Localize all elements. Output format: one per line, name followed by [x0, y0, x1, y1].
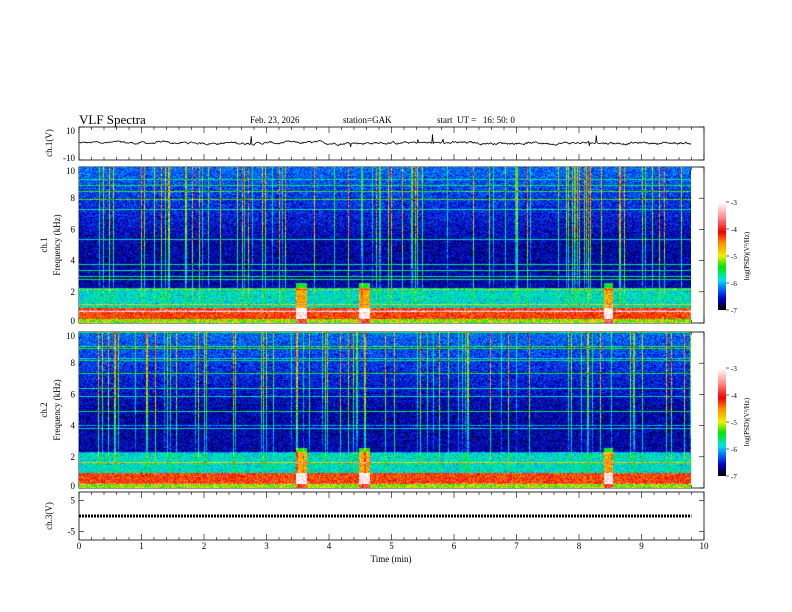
x-tick-label: 9	[639, 541, 644, 551]
colorbar1-label: log(PSD)(V²/Hz)	[743, 231, 751, 280]
ch2-spec-ylabel-1: ch.2	[39, 402, 49, 417]
date-label: Feb. 23, 2026	[250, 115, 300, 125]
x-tick-label: 6	[452, 541, 457, 551]
y-tick-label: 2	[71, 287, 76, 297]
ch3-ylabel: ch.3(V)	[44, 502, 54, 530]
y-tick-label: 5	[71, 495, 76, 505]
y-tick-label: 2	[71, 452, 76, 462]
y-tick-label: 0	[71, 316, 76, 326]
ch2-spectrogram	[79, 332, 691, 488]
station-label: station=GAK	[343, 115, 392, 125]
ch1-ylabel: ch.1(V)	[44, 129, 54, 157]
colorbar-tick-label: -3	[731, 199, 737, 207]
colorbar-tick-label: -5	[731, 253, 737, 261]
y-tick-label: 10	[66, 331, 76, 341]
y-tick-label: 4	[71, 421, 76, 431]
y-tick-label: 8	[71, 358, 76, 368]
ch1-spec-ylabel-1: ch.1	[39, 237, 49, 252]
y-tick-label: 4	[71, 256, 76, 266]
figure-title: VLF Spectra	[79, 112, 146, 127]
x-tick-label: 3	[264, 541, 269, 551]
x-tick-label: 5	[389, 541, 394, 551]
ch1-spec-ylabel-2: Frequency (kHz)	[52, 214, 62, 275]
colorbar-tick-label: -6	[731, 446, 737, 454]
y-tick-label: -5	[68, 527, 76, 537]
y-tick-label: 10	[66, 126, 76, 136]
colorbar-tick-label: -4	[731, 392, 737, 400]
y-tick-label: 0	[71, 481, 76, 491]
ch1-waveform-line	[78, 134, 692, 148]
x-tick-label: 0	[77, 541, 82, 551]
ch2-spec-ylabel-2: Frequency (kHz)	[52, 379, 62, 440]
colorbar-2	[718, 368, 726, 476]
x-axis-label: Time (min)	[371, 554, 412, 564]
y-tick-label: 8	[71, 193, 76, 203]
y-tick-label: 6	[71, 389, 76, 399]
x-tick-label: 8	[577, 541, 582, 551]
x-tick-label: 7	[514, 541, 519, 551]
x-tick-label: 1	[139, 541, 144, 551]
colorbar2-label: log(PSD)(V²/Hz)	[743, 397, 751, 446]
x-tick-label: 10	[700, 541, 710, 551]
y-tick-label: 6	[71, 224, 76, 234]
colorbar-tick-label: -4	[731, 226, 737, 234]
ch1-spectrogram	[79, 167, 691, 323]
start-ut-label: start UT = 16: 50: 0	[437, 115, 515, 125]
y-tick-label: -10	[63, 153, 75, 163]
colorbar-tick-label: -3	[731, 365, 737, 373]
colorbar-tick-label: -7	[731, 307, 737, 315]
colorbar-tick-label: -7	[731, 473, 737, 481]
colorbar-tick-label: -5	[731, 419, 737, 427]
colorbar-1	[718, 202, 726, 310]
colorbar-tick-label: -6	[731, 280, 737, 288]
x-tick-label: 2	[202, 541, 207, 551]
y-tick-label: 10	[66, 166, 76, 176]
x-tick-label: 4	[327, 541, 332, 551]
